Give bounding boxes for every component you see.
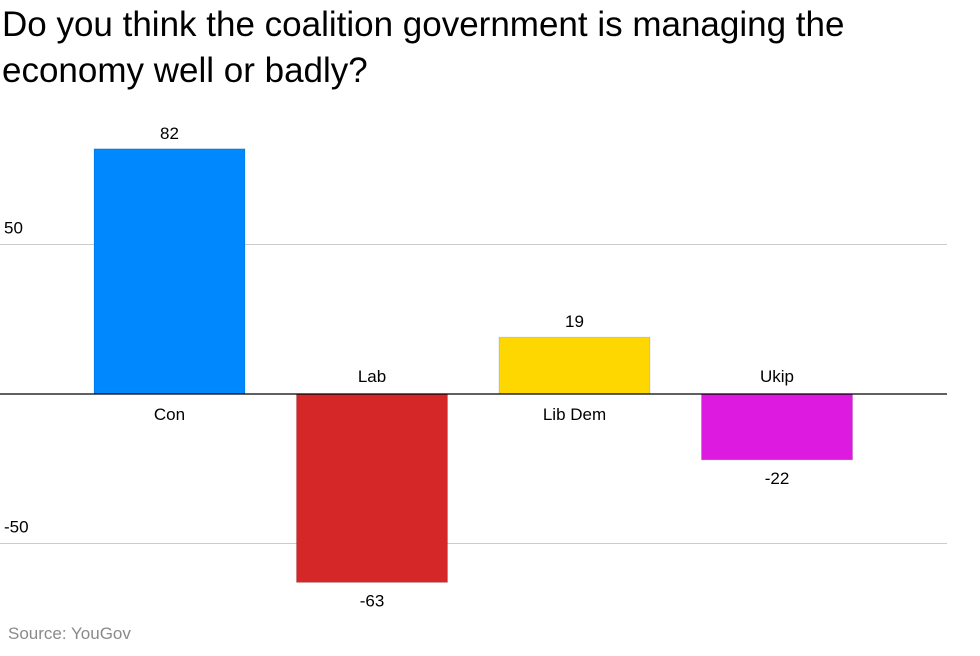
bar-ukip (701, 393, 853, 461)
labels: 50 -50 82 Con -63 Lab 19 Lib Dem -22 Ukip (4, 124, 794, 611)
chart-title: Do you think the coalition government is… (2, 5, 845, 90)
value-label-ukip: -22 (765, 469, 790, 488)
value-label-lab: -63 (360, 591, 385, 610)
category-label-lab: Lab (358, 367, 386, 386)
bars (93, 148, 853, 583)
bar-con (93, 148, 246, 395)
category-label-lib-dem: Lib Dem (543, 405, 606, 424)
y-tick-label-50: 50 (4, 219, 23, 238)
bar-lab (296, 393, 448, 583)
source-note: Source: YouGov (8, 624, 131, 643)
y-tick-label-50: -50 (4, 518, 29, 537)
category-label-ukip: Ukip (760, 367, 794, 386)
category-label-con: Con (154, 405, 185, 424)
bar-lib-dem (498, 336, 651, 395)
value-label-lib-dem: 19 (565, 312, 584, 331)
value-label-con: 82 (160, 124, 179, 143)
